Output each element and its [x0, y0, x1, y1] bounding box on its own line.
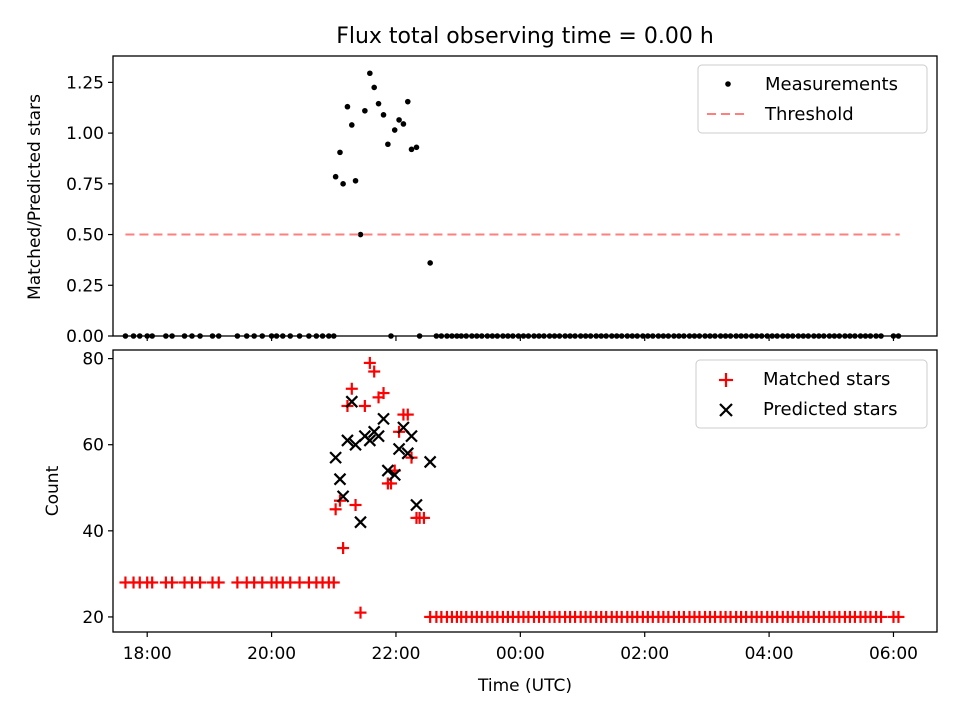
- bottom-legend: Matched stars Predicted stars: [695, 359, 928, 429]
- bottom-xtick-label: 22:00: [371, 644, 420, 664]
- measurement-point: [400, 121, 407, 127]
- bottom-ytick-label: 80: [82, 350, 104, 370]
- measurement-point: [380, 112, 387, 118]
- bottom-ylabel: Count: [43, 465, 63, 516]
- matched-star-point: [875, 610, 888, 623]
- predicted-star-point: [388, 468, 401, 482]
- count-panel: 20 40 60 80 18:00 20:00 22:00 00:00 02:00 04:00 0…: [43, 349, 938, 696]
- predicted-star-point: [392, 442, 406, 456]
- top-ylabel: Matched/Predicted stars: [25, 94, 45, 300]
- bottom-xtick-label: 06:00: [869, 644, 918, 664]
- bottom-plot-frame: [112, 349, 938, 633]
- legend-measurements-marker: [725, 81, 731, 87]
- top-legend-box: [697, 64, 928, 134]
- top-ytick-label: 0.00: [66, 327, 104, 347]
- top-ytick-label: 0.50: [66, 226, 104, 246]
- matched-star-point: [892, 610, 905, 623]
- top-ytick-label: 0.25: [66, 276, 104, 296]
- matched-star-point: [194, 576, 207, 589]
- matched-star-point: [146, 576, 159, 589]
- matched-star-point: [368, 365, 381, 378]
- predicted-star-point: [363, 434, 377, 447]
- bottom-legend-box: [695, 359, 928, 429]
- measurement-point: [385, 141, 391, 148]
- measurement-point: [352, 177, 359, 184]
- measurement-point: [427, 260, 433, 266]
- predicted-star-point: [423, 455, 437, 469]
- matched-star-point: [337, 542, 350, 555]
- bottom-xtick-label: 20:00: [247, 644, 296, 664]
- measurement-point: [349, 122, 355, 128]
- matched-star-point: [349, 498, 362, 511]
- measurement-point: [362, 107, 368, 114]
- ratio-panel: 0.00 0.25 0.50 0.75 1.00 1.25 Matched/Predict…: [25, 55, 938, 347]
- matched-star-point: [166, 576, 179, 589]
- measurement-point: [391, 127, 398, 133]
- legend-threshold-label: Threshold: [764, 104, 854, 125]
- matched-star-point: [417, 511, 430, 524]
- legend-predicted-label: Predicted stars: [763, 399, 897, 420]
- bottom-ytick-label: 60: [82, 436, 104, 456]
- legend-matched-marker: [719, 373, 733, 387]
- top-legend: Measurements Threshold: [697, 64, 928, 134]
- matched-star-point: [329, 503, 342, 516]
- bottom-xtick-label: 02:00: [620, 644, 669, 664]
- measurement-point: [371, 84, 377, 91]
- measurement-point: [340, 181, 346, 187]
- predicted-star-point: [401, 447, 415, 460]
- measurement-point: [408, 146, 415, 153]
- measurement-point: [332, 173, 339, 180]
- measurement-point: [375, 100, 382, 107]
- bottom-xtick-label: 00:00: [496, 644, 545, 664]
- matched-star-point: [358, 399, 371, 412]
- predicted-star-point: [354, 515, 367, 529]
- top-ytick-label: 1.00: [66, 124, 104, 144]
- legend-matched-label: Matched stars: [763, 369, 890, 390]
- bottom-xlabel: Time (UTC): [477, 676, 572, 696]
- matched-star-point: [377, 387, 390, 400]
- bottom-xtick-label: 04:00: [745, 644, 794, 664]
- top-plot-frame: [112, 55, 938, 337]
- legend-predicted-marker: [719, 403, 733, 417]
- top-ytick-label: 1.25: [66, 73, 104, 93]
- measurement-point: [413, 144, 420, 151]
- legend-measurements-label: Measurements: [765, 74, 898, 95]
- predicted-star-point: [345, 395, 359, 408]
- predicted-star-point: [405, 429, 418, 443]
- bottom-ytick-label: 40: [82, 522, 104, 542]
- chart-title: Flux total observing time = 0.00 h: [336, 24, 714, 49]
- predicted-star-point: [410, 498, 423, 512]
- predicted-star-point: [377, 412, 390, 426]
- matched-star-point: [401, 408, 414, 421]
- measurement-point: [337, 149, 343, 156]
- measurement-point: [396, 117, 402, 123]
- matched-star-point: [212, 576, 225, 589]
- predicted-star-point: [381, 464, 395, 477]
- predicted-star-point: [341, 434, 354, 447]
- predicted-star-point: [333, 472, 347, 486]
- count-points: [119, 356, 905, 623]
- predicted-star-point: [336, 490, 350, 503]
- bottom-xtick-label: 18:00: [123, 644, 172, 664]
- predicted-star-point: [329, 451, 342, 464]
- bottom-ytick-label: 20: [82, 608, 104, 628]
- measurement-point: [357, 231, 364, 238]
- measurement-point: [404, 98, 411, 105]
- measurement-point: [344, 103, 351, 110]
- predicted-star-point: [372, 429, 385, 443]
- matched-star-point: [363, 356, 376, 369]
- matched-star-point: [354, 606, 367, 619]
- measurement-point: [367, 70, 373, 77]
- matched-star-point: [327, 576, 340, 589]
- top-ytick-label: 0.75: [66, 175, 104, 195]
- matched-star-point: [345, 382, 358, 395]
